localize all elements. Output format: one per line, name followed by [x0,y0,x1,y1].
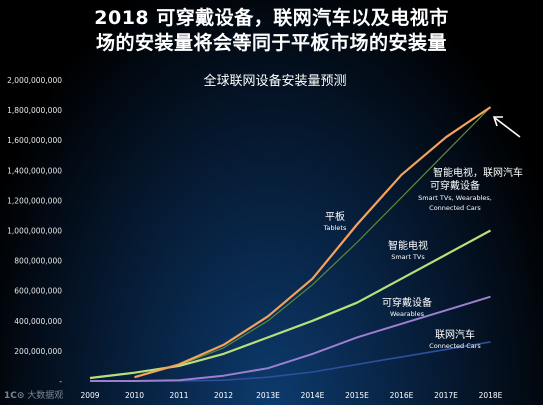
headline-line-1: 2018 可穿戴设备，联网汽车以及电视市 [94,7,449,29]
headline-line-2: 场的安装量将会等同于平板市场的安装量 [95,32,447,54]
x-tick-label: 2016E [390,391,414,400]
y-axis: - 200,000,000 400,000,000 600,000,000 800,00… [7,76,62,386]
series-label-cn-3: 联网汽车 [435,328,475,341]
series-label-en-1: Smart TVs [391,253,425,261]
chart-title: 全球联网设备安装量预测 [203,73,346,89]
series-label-en2-4: Connected Cars [429,204,481,212]
y-tick-label: 1,400,000,000 [7,166,62,175]
series-label-cn-2: 可穿戴设备 [382,296,432,309]
series-label-en-3: Connected Cars [429,342,481,350]
x-tick-label: 2013E [256,391,280,400]
x-tick-label: 2012 [214,391,233,400]
y-tick-label: 800,000,000 [14,257,62,266]
x-tick-label: 2010 [125,391,144,400]
watermark-logo-icon: 1C⊙ [4,391,25,401]
x-tick-label: 2011 [169,391,188,400]
y-tick-label: 200,000,000 [14,347,62,356]
y-tick-label: 600,000,000 [14,287,62,296]
y-tick-label: 1,600,000,000 [7,136,62,145]
series-line-1 [89,229,492,380]
y-tick-label: 400,000,000 [14,317,62,326]
watermark-text: 大数据观 [27,391,64,401]
headline: 2018 可穿戴设备，联网汽车以及电视市 场的安装量将会等同于平板市场的安装量 [0,6,543,56]
series-label-cn2-4: 可穿戴设备 [430,179,480,192]
series-lines [89,106,492,382]
series-line-0 [134,106,492,379]
y-tick-label: 2,000,000,000 [7,76,62,85]
series-label-en-2: Wearables [390,310,425,318]
x-tick-label: 2009 [80,391,99,400]
arrow-icon [492,116,521,138]
y-tick-label: - [59,377,62,386]
series-line-2 [90,295,491,382]
x-axis: 2009 2010 2011 2012 2013E 2014E 2015E 2016E 2017… [80,391,502,400]
watermark: 1C⊙ 大数据观 [4,388,63,401]
series-label-cn-1: 智能电视 [388,239,428,252]
x-tick-label: 2018E [479,391,503,400]
x-tick-label: 2014E [301,391,325,400]
y-tick-label: 1,200,000,000 [7,196,62,205]
series-label-cn-0: 平板 [325,210,345,223]
x-tick-label: 2017E [434,391,458,400]
series-line-4 [89,106,491,379]
x-tick-label: 2015E [345,391,369,400]
series-label-en-0: Tablets [323,224,347,232]
y-tick-label: 1,800,000,000 [7,106,62,115]
series-label-en-4: Smart TVs, Wearables, [418,194,492,202]
series-label-cn-4: 智能电视，联网汽车 [433,166,523,179]
y-tick-label: 1,000,000,000 [7,227,62,236]
